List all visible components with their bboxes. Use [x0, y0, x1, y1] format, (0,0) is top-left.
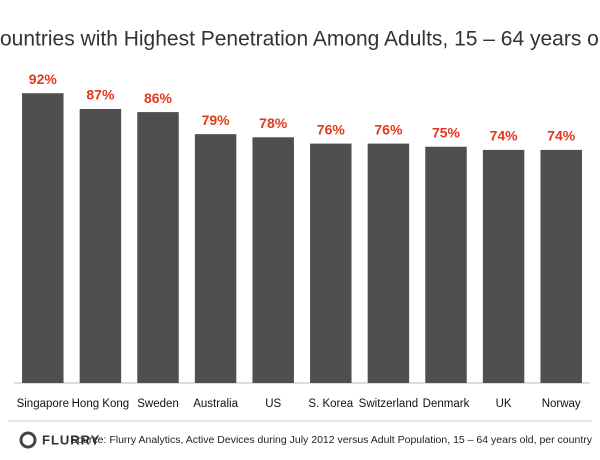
bar — [310, 143, 352, 383]
x-tick-label: Australia — [193, 398, 238, 410]
bar — [194, 134, 237, 383]
bar — [22, 93, 64, 383]
bar — [482, 149, 525, 383]
value-label: 74% — [547, 128, 576, 144]
x-tick-label: Denmark — [423, 398, 470, 410]
value-label: 74% — [490, 128, 519, 144]
bar — [540, 149, 582, 383]
x-tick-label: US — [265, 398, 281, 410]
source-note: Source: Flurry Analytics, Active Devices… — [70, 434, 593, 446]
chart-title: Countries with Highest Penetration Among… — [0, 28, 600, 51]
x-tick-label: UK — [496, 398, 512, 410]
x-tick-label: Sweden — [137, 398, 179, 410]
bar — [367, 143, 410, 383]
x-tick-label: Hong Kong — [72, 398, 130, 410]
value-label: 75% — [432, 124, 461, 140]
value-label: 76% — [317, 121, 346, 137]
value-label: 79% — [202, 112, 231, 128]
value-label: 87% — [86, 87, 115, 103]
value-label: 92% — [29, 71, 58, 87]
bar — [425, 146, 467, 383]
x-tick-label: Norway — [542, 398, 581, 410]
bar — [79, 108, 122, 383]
value-label: 76% — [374, 121, 403, 137]
x-tick-label: S. Korea — [308, 398, 353, 410]
x-tick-label: Singapore — [17, 398, 69, 410]
logo: FLURRY — [42, 432, 100, 447]
logo-icon — [19, 431, 37, 449]
bar — [137, 112, 179, 383]
value-label: 78% — [259, 115, 288, 131]
x-tick-label: Switzerland — [359, 398, 418, 410]
value-label: 86% — [144, 90, 173, 106]
bar — [252, 137, 294, 383]
